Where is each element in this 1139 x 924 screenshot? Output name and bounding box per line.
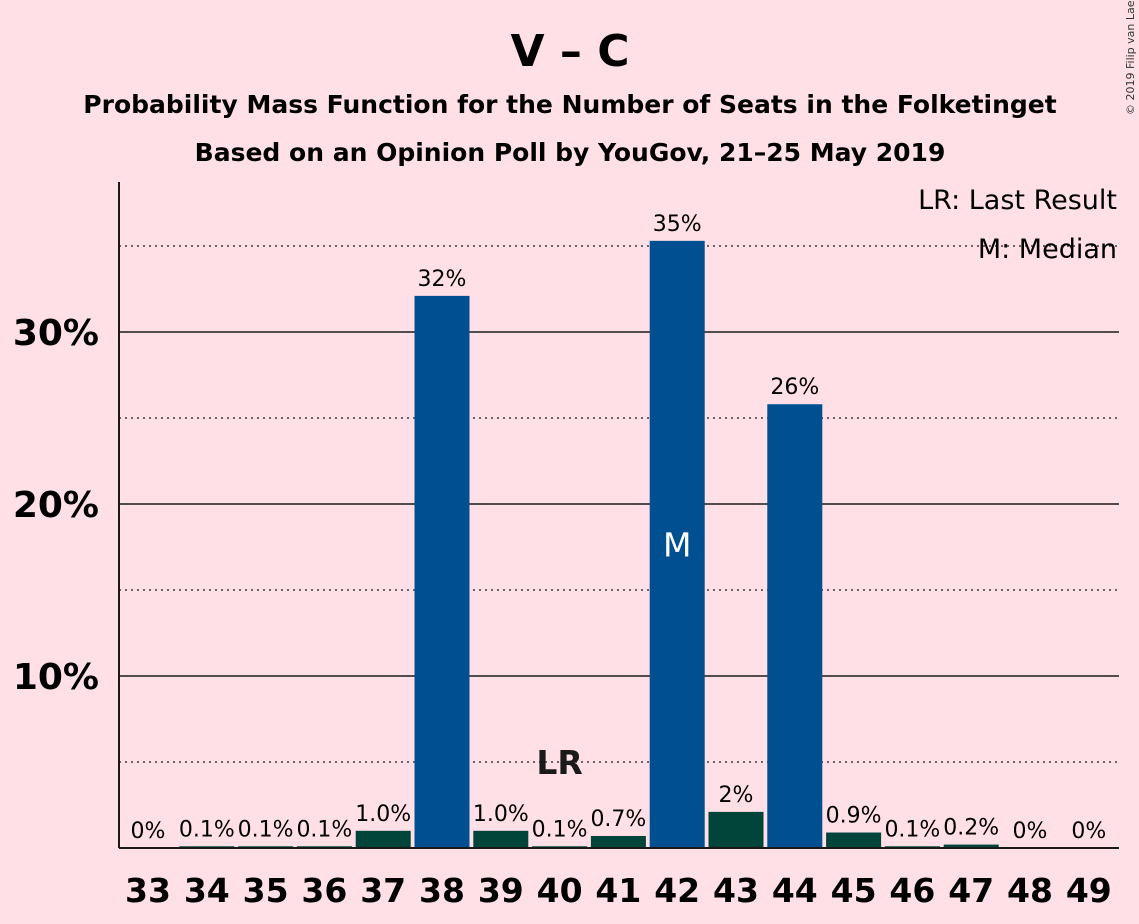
data-label-46: 0.1% [884, 817, 940, 842]
legend-last-result: LR: Last Result [918, 185, 1117, 216]
x-tick-label: 44 [772, 871, 818, 910]
data-label-36: 0.1% [296, 817, 352, 842]
x-tick-label: 39 [478, 871, 524, 910]
data-label-39: 1.0% [473, 802, 529, 827]
bar-43 [708, 811, 764, 848]
bar-38 [414, 295, 470, 848]
gridlines [119, 245, 1119, 763]
data-label-34: 0.1% [179, 817, 235, 842]
y-tick-label: 20% [13, 485, 99, 526]
x-tick-label: 40 [537, 871, 583, 910]
x-tick-label: 42 [654, 871, 700, 910]
x-tick-label: 43 [713, 871, 759, 910]
data-label-38: 32% [418, 267, 467, 292]
chart-title: V – C [511, 26, 630, 77]
bar-47 [943, 844, 999, 848]
data-label-42: 35% [653, 212, 702, 237]
x-tick-label: 49 [1066, 871, 1112, 910]
data-label-48: 0% [1013, 819, 1048, 844]
x-tick-label: 37 [360, 871, 406, 910]
x-tick-label: 38 [419, 871, 465, 910]
bar-42 [649, 240, 705, 849]
data-label-40: 0.1% [532, 817, 588, 842]
data-label-47: 0.2% [943, 816, 999, 841]
x-tick-label: 35 [243, 871, 289, 910]
data-label-41: 0.7% [590, 807, 646, 832]
bar-37 [355, 830, 411, 848]
x-tick-label: 47 [948, 871, 994, 910]
data-label-33: 0% [131, 819, 166, 844]
data-labels: 0% 0.1% 0.1% 0.1%1.0%32%1.0%0.1%LR0.7%35%M2… [131, 212, 1107, 844]
data-label-49: 0% [1071, 819, 1106, 844]
x-tick-label: 41 [595, 871, 641, 910]
x-tick-label: 46 [889, 871, 935, 910]
y-tick-label: 10% [13, 657, 99, 698]
x-tick-label: 34 [184, 871, 230, 910]
x-tick-label: 36 [301, 871, 347, 910]
y-tick-label: 30% [13, 313, 99, 354]
median-marker: M [663, 525, 691, 564]
chart-subtitle-2: Based on an Opinion Poll by YouGov, 21–2… [195, 138, 946, 167]
x-axis-ticks: 33 34 35 36 37 38 39 40 41 42 43 44 45 46 47 48 49 [125, 871, 1112, 910]
x-tick-label: 45 [831, 871, 877, 910]
bar-41 [590, 835, 646, 848]
last-result-marker: LR [536, 743, 582, 782]
data-label-44: 26% [770, 375, 819, 400]
bar-44 [767, 404, 823, 848]
x-tick-label: 33 [125, 871, 171, 910]
data-label-35: 0.1% [238, 817, 294, 842]
data-label-43: 2% [719, 783, 754, 808]
chart-subtitle-1: Probability Mass Function for the Number… [83, 90, 1056, 119]
x-tick-label: 48 [1007, 871, 1053, 910]
legend-median: M: Median [978, 234, 1117, 265]
data-label-45: 0.9% [826, 804, 882, 829]
y-axis-ticks: 10% 20% 30% [13, 313, 99, 698]
bars [179, 240, 999, 849]
bar-39 [473, 830, 529, 848]
data-label-37: 1.0% [355, 802, 411, 827]
copyright-notice: © 2019 Filip van Laenen [1124, 0, 1137, 115]
bar-45 [826, 832, 882, 848]
